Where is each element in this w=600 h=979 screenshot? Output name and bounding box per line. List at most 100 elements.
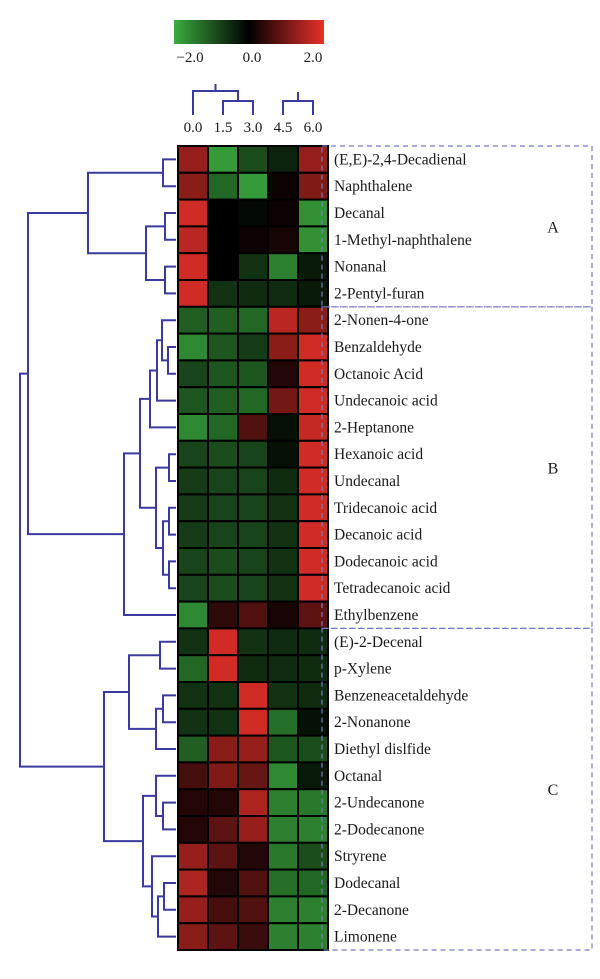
cluster-box <box>321 627 593 951</box>
heatmap-cell <box>207 493 239 523</box>
heatmap-cell <box>177 439 209 469</box>
heatmap-cell <box>297 198 329 228</box>
heatmap-cell <box>207 895 239 925</box>
heatmap-cell <box>177 145 209 174</box>
cluster-box <box>321 306 593 629</box>
heatmap-cell <box>237 520 269 550</box>
heatmap-cell <box>297 413 329 442</box>
heatmap-cell <box>237 895 269 925</box>
heatmap-cell <box>297 627 329 657</box>
heatmap-cell <box>207 654 239 684</box>
row-label: 2-Nonanone <box>334 714 411 731</box>
heatmap-cell <box>237 171 269 201</box>
cluster-label: A <box>547 219 559 236</box>
row-label: Tridecanoic acid <box>334 500 437 517</box>
heatmap-cell <box>177 841 209 871</box>
heatmap-cell <box>237 654 269 684</box>
heatmap-cell <box>177 279 209 308</box>
heatmap-cell <box>237 279 269 308</box>
heatmap-cell <box>267 815 299 844</box>
heatmap-cell <box>297 547 329 576</box>
heatmap-cell <box>177 627 209 657</box>
row-label: Dodecanal <box>334 875 400 892</box>
column-label: 4.5 <box>274 120 293 136</box>
dendrogram-branch <box>103 691 143 843</box>
heatmap-cell <box>207 439 239 469</box>
dendrogram-branch <box>168 506 176 536</box>
row-label: 2-Decanone <box>334 902 409 919</box>
heatmap-cell <box>207 332 239 362</box>
heatmap-cell <box>267 466 299 496</box>
dendrogram-branch <box>19 372 104 768</box>
heatmap-cell <box>207 627 239 657</box>
heatmap-cell <box>177 573 209 603</box>
row-label: Naphthalene <box>334 178 412 195</box>
heatmap-cell <box>267 439 299 469</box>
row-labels: (E,E)-2,4-Decadienal Naphthalene Decanal 1-… <box>334 151 472 945</box>
heatmap-cells <box>177 145 329 952</box>
heatmap-cell <box>177 305 209 335</box>
heatmap-cell <box>267 332 299 362</box>
row-label: Hexanoic acid <box>334 446 423 463</box>
row-label: Decanoic acid <box>334 527 422 544</box>
heatmap-cell <box>267 359 299 389</box>
column-label: 1.5 <box>214 120 233 136</box>
column-label: 3.0 <box>244 120 263 136</box>
heatmap-cell <box>267 279 299 308</box>
dendrogram-branch <box>142 794 156 888</box>
heatmap-cell <box>207 279 239 308</box>
heatmap-cell <box>207 922 239 952</box>
heatmap-cell <box>237 493 269 523</box>
column-dendrogram <box>192 84 314 115</box>
heatmap-cell <box>297 466 329 496</box>
color-scale-tick-mid: 0.0 <box>243 50 262 66</box>
heatmap-cell <box>177 252 209 281</box>
row-label: 2-Dodecanone <box>334 821 424 838</box>
heatmap-cell <box>207 252 239 281</box>
heatmap-cell <box>297 895 329 925</box>
heatmap-cell <box>297 332 329 362</box>
heatmap-cell <box>267 252 299 281</box>
heatmap-cell <box>297 600 329 630</box>
heatmap-cell <box>237 707 269 737</box>
dendrogram-branch <box>87 171 163 255</box>
heatmap-cell <box>267 868 299 898</box>
heatmap-cell <box>177 547 209 576</box>
dendrogram-branch <box>155 707 176 750</box>
dendrogram-branch <box>27 212 124 536</box>
row-label: 2-Undecanone <box>334 795 424 812</box>
heatmap-cell <box>177 386 209 416</box>
column-label: 0.0 <box>184 120 203 136</box>
heatmap-cell <box>297 761 329 791</box>
row-label: Tetradecanoic acid <box>334 580 451 597</box>
dendrogram-branch <box>163 882 176 911</box>
heatmap-cell <box>177 171 209 201</box>
heatmap-cell <box>177 654 209 684</box>
heatmap-cell <box>177 681 209 710</box>
heatmap-cell <box>177 815 209 844</box>
heatmap-cell <box>267 895 299 925</box>
heatmap-cell <box>267 654 299 684</box>
heatmap-cell <box>207 413 239 442</box>
heatmap-cell <box>297 788 329 818</box>
dendrogram-branch <box>156 339 176 402</box>
heatmap-cell <box>207 520 239 550</box>
heatmap-cell <box>297 922 329 952</box>
heatmap-cell <box>237 734 269 764</box>
heatmap-cell <box>297 707 329 737</box>
heatmap-cell <box>237 815 269 844</box>
heatmap-cell <box>297 171 329 201</box>
row-label: 2-Pentyl-furan <box>334 285 425 302</box>
heatmap-cell <box>267 520 299 550</box>
heatmap-cell <box>177 868 209 898</box>
dendrogram-branch <box>157 895 176 938</box>
heatmap-cell <box>237 600 269 630</box>
heatmap-cell <box>297 841 329 871</box>
heatmap-cell <box>297 654 329 684</box>
dendrogram-branch <box>282 100 314 115</box>
heatmap-cell <box>207 734 239 764</box>
heatmap-cell <box>297 520 329 550</box>
column-label: 6.0 <box>304 120 323 136</box>
heatmap-cell <box>177 359 209 389</box>
color-scale-tick-min: −2.0 <box>176 50 203 66</box>
